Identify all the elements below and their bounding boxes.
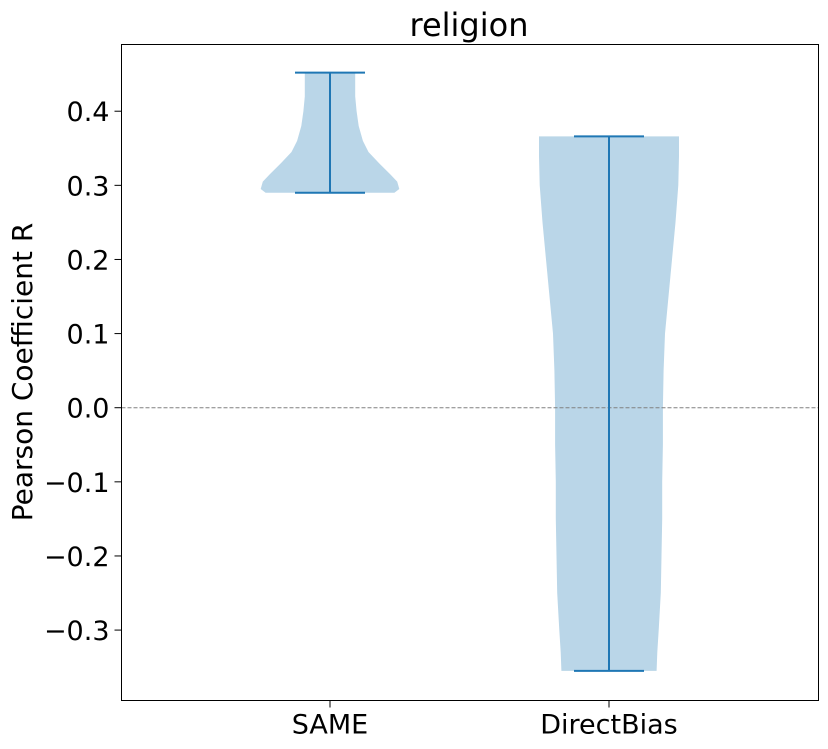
violins-layer	[260, 72, 679, 671]
y-tick-label: −0.3	[44, 616, 110, 647]
y-axis: −0.3 −0.2 −0.1 0.0 0.1 0.2 0.3 0.4	[44, 97, 122, 647]
y-tick-label: 0.4	[67, 97, 110, 128]
y-axis-label: Pearson Coefficient R	[6, 223, 39, 522]
y-tick-label: 0.2	[67, 245, 110, 276]
y-tick-label: −0.1	[44, 468, 110, 499]
x-tick-label: DirectBias	[540, 710, 677, 741]
x-axis: SAME DirectBias	[292, 700, 678, 741]
stats-layer	[295, 71, 644, 672]
y-tick-label: 0.0	[67, 394, 110, 425]
plot-frame	[121, 44, 819, 701]
chart-title: religion	[410, 6, 529, 44]
y-tick-label: 0.1	[67, 320, 110, 351]
y-tick-label: 0.3	[67, 171, 110, 202]
x-tick-label: SAME	[292, 710, 368, 741]
y-tick-label: −0.2	[44, 542, 110, 573]
